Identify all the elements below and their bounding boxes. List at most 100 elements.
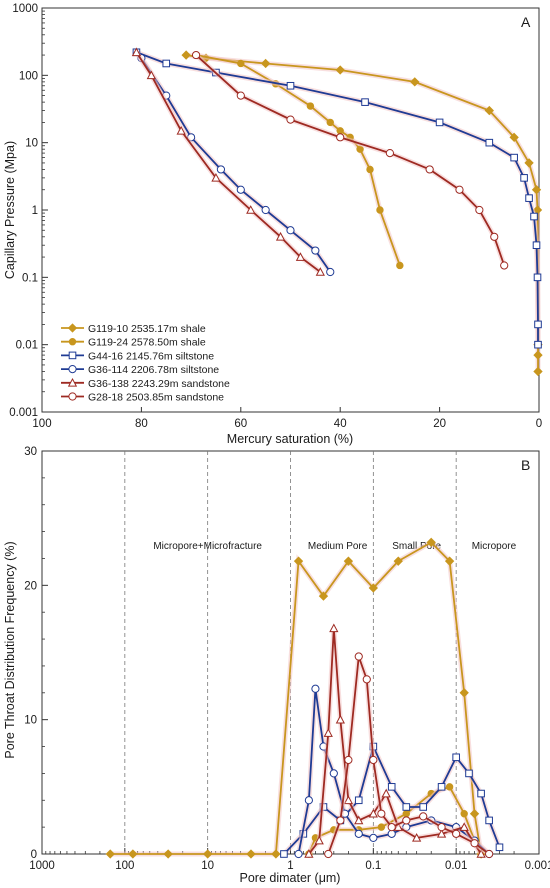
data-point: [509, 132, 519, 143]
data-point: [237, 59, 245, 68]
data-point: [146, 70, 156, 80]
data-point: [470, 839, 479, 848]
data-point: [485, 816, 493, 825]
y-tick-label: 30: [24, 446, 37, 458]
data-point: [452, 753, 460, 762]
legend-marker: [67, 323, 78, 333]
data-point: [532, 241, 541, 250]
panel-a-label: A: [521, 14, 531, 30]
y-tick-label: 100: [19, 70, 38, 82]
data-point: [437, 823, 446, 832]
panel-b-ticks: 1000 100 10 1 0.1 0.01 0.001 0 10 20 30: [24, 446, 550, 872]
data-point: [530, 212, 538, 221]
x-tick-label: 40: [334, 418, 347, 430]
data-point: [311, 246, 320, 255]
x-tick-label: 1: [287, 860, 293, 872]
data-point: [452, 829, 461, 838]
data-point: [381, 788, 391, 798]
panel-b-annotations: Micropore+Microfracture Medium Pore Small …: [153, 541, 516, 552]
data-point: [490, 232, 499, 241]
panel-b-x-axis-label: Pore dimater (μm): [240, 871, 341, 885]
data-point: [369, 833, 378, 842]
data-point: [425, 165, 434, 174]
data-point: [306, 102, 315, 110]
data-point: [387, 829, 396, 838]
y-tick-label: 0.01: [16, 340, 38, 352]
data-point: [377, 823, 386, 831]
data-point: [385, 148, 394, 158]
data-point: [459, 822, 469, 831]
data-point: [534, 340, 542, 349]
data-point: [465, 769, 473, 778]
data-point: [533, 273, 542, 282]
x-tick-label: 0.01: [445, 860, 467, 872]
data-point: [436, 828, 447, 838]
data-point: [500, 261, 509, 270]
data-point: [314, 835, 324, 845]
panel-b-series: [105, 537, 504, 859]
panel-a-ticks: 100 80 60 40 20 0 0.001 0.01 0.1 1 10 100 1000: [9, 3, 542, 430]
x-tick-label: 100: [115, 860, 134, 872]
data-point: [275, 231, 286, 241]
data-point: [377, 809, 386, 818]
data-point: [534, 320, 542, 329]
data-point: [181, 50, 191, 60]
data-point: [326, 118, 334, 127]
data-point: [354, 796, 363, 805]
data-point: [326, 267, 335, 277]
data-point: [329, 769, 338, 778]
legend-label: G36-138 2243.29m sandstone: [88, 378, 230, 390]
panel-a: A Mercury saturation (%) Capillary Press…: [3, 3, 543, 446]
data-point: [128, 849, 138, 859]
data-point: [460, 810, 468, 818]
data-point: [402, 816, 411, 825]
data-point: [402, 803, 411, 811]
y-tick-label: 0.001: [9, 407, 38, 419]
data-point: [246, 205, 256, 214]
data-point: [246, 849, 256, 859]
data-point: [236, 91, 245, 100]
data-point: [387, 783, 396, 791]
y-tick-label: 10: [25, 138, 38, 150]
data-point: [295, 252, 306, 261]
data-point: [435, 118, 444, 127]
y-tick-label: 0: [31, 849, 37, 861]
data-point: [163, 849, 173, 859]
data-point: [410, 77, 420, 87]
data-point: [335, 714, 346, 724]
data-point: [344, 755, 353, 765]
data-point: [402, 810, 410, 818]
data-point: [393, 556, 403, 566]
legend-label: G36-114 2206.78m siltstone: [88, 364, 219, 376]
data-point: [216, 165, 226, 174]
data-point: [323, 728, 333, 737]
data-point: [176, 125, 186, 135]
data-point: [336, 816, 345, 825]
data-point: [455, 185, 464, 194]
panel-a-legend: G119-10 2535.17m shale G119-24 2578.50m s…: [61, 323, 230, 404]
series-line: [195, 54, 506, 266]
data-point: [485, 138, 494, 147]
x-tick-label: 60: [234, 418, 247, 430]
series-line: [136, 51, 539, 345]
legend-marker: [68, 351, 77, 360]
legend-label: G119-10 2535.17m shale: [88, 323, 206, 335]
data-point: [368, 583, 378, 593]
y-tick-label: 1000: [12, 3, 38, 15]
x-tick-label: 100: [32, 418, 51, 430]
data-point: [280, 850, 288, 858]
x-tick-label: 0: [536, 418, 542, 430]
data-point: [412, 833, 422, 842]
data-point: [354, 815, 364, 825]
data-point: [304, 849, 314, 858]
data-point: [324, 849, 333, 859]
data-point: [354, 829, 363, 838]
panel-a-series: [131, 47, 543, 377]
y-tick-label: 0.1: [22, 272, 38, 284]
panel-b-label: B: [521, 457, 530, 473]
data-point: [318, 591, 329, 601]
data-point: [445, 783, 454, 791]
data-point: [437, 783, 446, 791]
data-point: [366, 165, 374, 174]
